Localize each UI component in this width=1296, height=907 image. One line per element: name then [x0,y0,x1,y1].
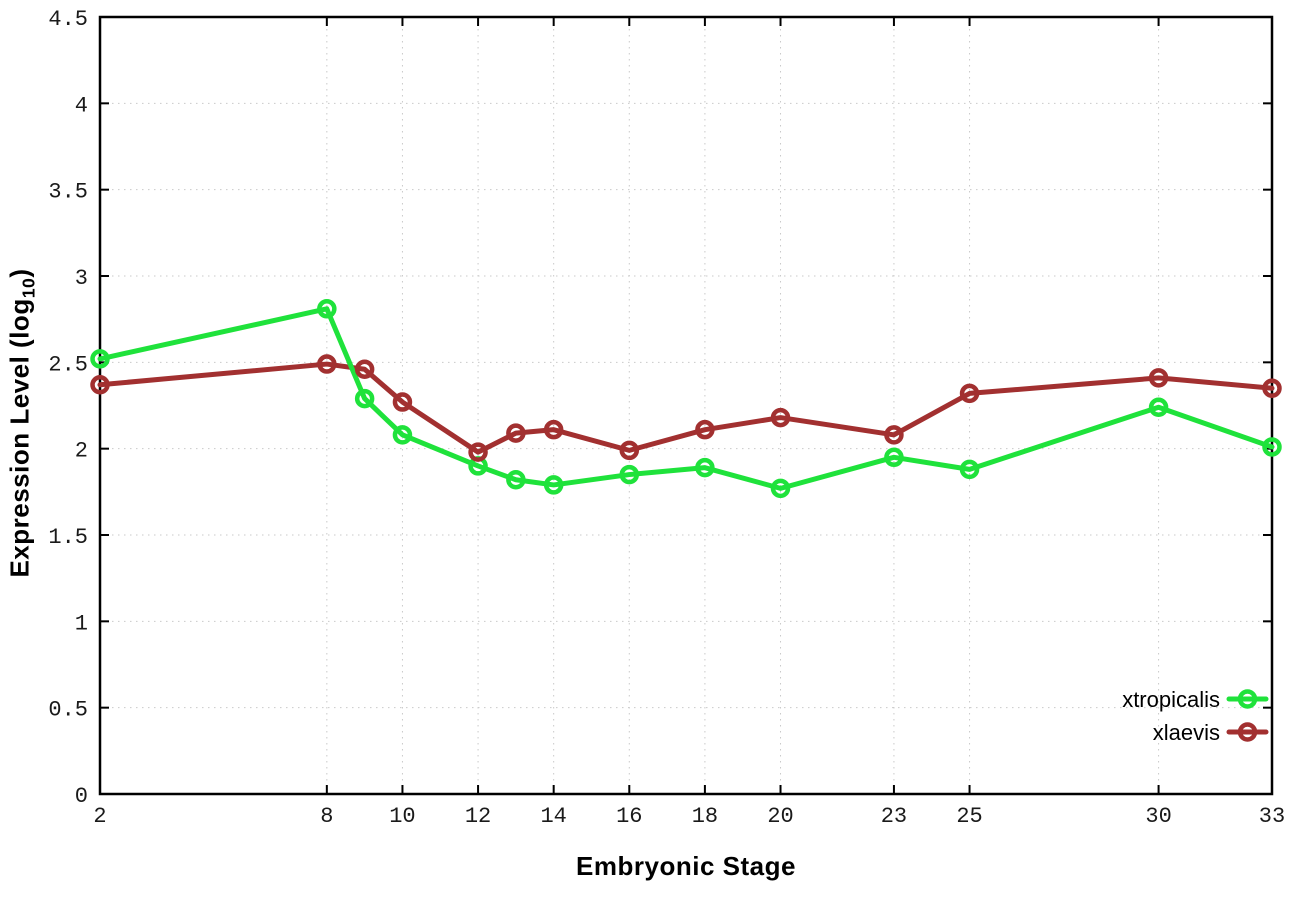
data-point [695,457,715,478]
plot-border [98,15,1274,796]
x-tick-label: 23 [881,804,907,829]
data-point [1262,378,1282,398]
legend-marker-sample [1237,689,1258,709]
y-axis-title-text: Expression Level (log [4,298,35,578]
data-point [90,349,110,369]
data-point [317,299,337,319]
x-tick-label: 20 [767,804,793,829]
series-points-xtropicalis [90,299,1282,499]
data-point [392,392,413,412]
y-tick-label: 4 [75,93,88,118]
x-tick-label: 30 [1145,804,1171,829]
x-tick-label: 2 [93,804,106,829]
data-point [506,469,526,490]
y-tick-label: 0.5 [48,698,88,723]
data-point [543,419,564,440]
data-point [317,354,337,374]
y-tick-label: 2 [75,439,88,464]
data-point [770,407,791,428]
gridlines [99,16,1273,795]
data-point [1148,397,1169,417]
data-point [354,388,375,409]
data-point [884,425,904,445]
y-tick-label: 2.5 [48,352,88,377]
x-tick-labels: 2 8 10 12 14 16 18 20 23 25 30 33 [93,804,1285,829]
data-point [392,425,413,445]
data-point [959,383,980,404]
data-point [543,475,564,495]
x-tick-label: 18 [692,804,718,829]
y-axis-title-subscript: 10 [18,277,39,299]
data-point [354,359,375,379]
x-tick-label: 12 [465,804,491,829]
y-axis-title-suffix: ) [4,268,35,278]
legend-label: xlaevis [1153,720,1220,745]
data-point [1148,368,1169,388]
x-tick-label: 10 [389,804,415,829]
series-line-xlaevis [97,361,1275,455]
x-axis-title: Embryonic Stage [576,851,796,881]
data-point [695,419,715,440]
data-point [959,459,980,480]
legend-item-xtropicalis: xtropicalis [1122,687,1269,712]
data-point [90,375,110,395]
y-tick-labels: 0 0.5 1 1.5 2 2.5 3 3.5 4 4.5 [48,7,88,809]
data-point [1262,437,1282,457]
y-axis-title: Expression Level (log10) [4,268,39,577]
data-point [619,464,640,485]
data-point [619,440,640,461]
legend: xtropicalis xlaevis [1122,687,1269,745]
x-tick-label: 14 [540,804,566,829]
series-points-xlaevis [90,354,1282,462]
data-point [770,478,791,499]
x-tick-label: 25 [956,804,982,829]
data-point [506,423,526,443]
series-line-xtropicalis [97,306,1275,491]
y-tick-label: 1 [75,611,88,636]
x-tick-label: 33 [1259,804,1285,829]
tick-marks [99,16,1273,795]
y-tick-label: 3.5 [48,180,88,205]
data-point [468,442,488,462]
y-tick-label: 4.5 [48,7,88,32]
legend-marker-sample [1237,722,1258,742]
y-tick-label: 3 [75,266,88,291]
x-tick-label: 8 [320,804,333,829]
legend-label: xtropicalis [1122,687,1220,712]
legend-item-xlaevis: xlaevis [1153,720,1269,745]
y-tick-label: 0 [75,784,88,809]
x-tick-label: 16 [616,804,642,829]
data-point [884,447,904,468]
y-tick-label: 1.5 [48,525,88,550]
